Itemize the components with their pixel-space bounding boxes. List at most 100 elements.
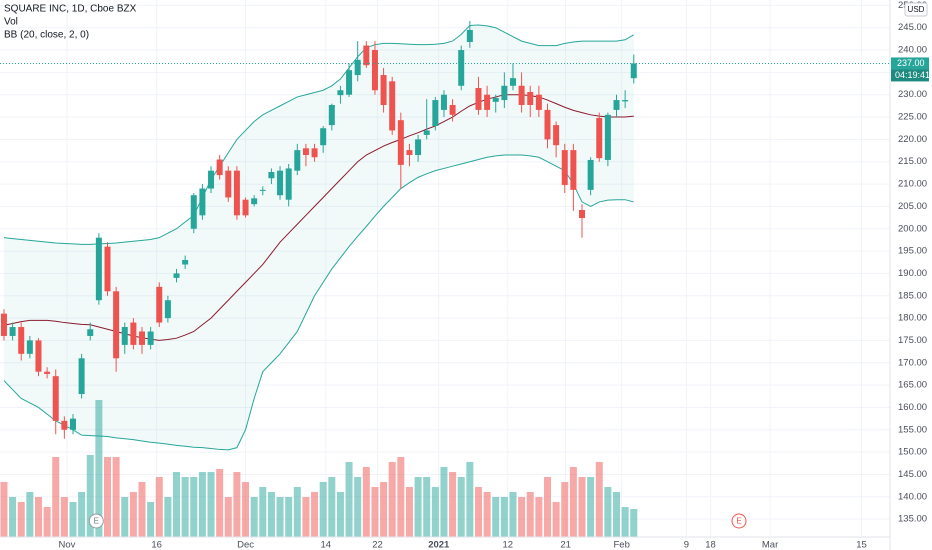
volume-bar [423, 477, 431, 537]
volume-bar [604, 487, 612, 537]
candle-body [544, 109, 551, 140]
candle-body [130, 322, 137, 345]
volume-bar [302, 497, 310, 537]
volume-bar [17, 502, 25, 537]
volume-bar [371, 487, 379, 537]
volume-bar [569, 467, 577, 537]
candle-body [587, 159, 594, 190]
candle-body [87, 329, 94, 336]
volume-bar [431, 487, 439, 537]
price-tag [891, 57, 929, 70]
volume-bar [552, 502, 560, 537]
earnings-label[interactable]: E [94, 517, 99, 526]
volume-bar [578, 477, 586, 537]
volume-bar [250, 497, 258, 537]
volume-bar [595, 462, 603, 537]
candle-body [475, 88, 482, 110]
x-tick-label: 15 [856, 540, 867, 550]
candle-body [259, 189, 266, 191]
candle-body [458, 50, 465, 86]
candle-body [35, 340, 42, 372]
x-tick-label: 16 [151, 540, 162, 550]
candle-body [208, 170, 215, 189]
candle-body [501, 85, 508, 101]
candle-body [182, 260, 189, 265]
x-tick-label: Dec [237, 540, 254, 550]
x-tick-label: 21 [560, 540, 571, 550]
volume-bar [259, 487, 267, 537]
volume-bar [181, 477, 189, 537]
y-tick-label: 225.00 [898, 112, 927, 123]
candle-body [622, 100, 629, 102]
volume-bar [509, 492, 517, 537]
x-tick-label: Nov [58, 540, 75, 550]
earnings-marker[interactable] [88, 513, 104, 529]
volume-bar [34, 497, 42, 537]
y-tick-label: 190.00 [898, 268, 927, 279]
countdown-tag [891, 69, 929, 82]
volume-bar [207, 472, 215, 537]
candle-body [302, 148, 309, 156]
volume-bar [345, 462, 353, 537]
candle-body [216, 159, 223, 176]
candle-body [561, 150, 568, 185]
y-tick-label: 150.00 [898, 447, 927, 458]
candle-body [415, 139, 422, 156]
volume-bar [362, 467, 370, 537]
candle-body [268, 172, 275, 179]
candle-body [311, 148, 318, 158]
candle-body [139, 331, 146, 345]
currency-box[interactable] [904, 2, 928, 17]
candle-body [320, 128, 327, 146]
candle-body [164, 300, 171, 319]
volume-bar [561, 482, 569, 537]
y-tick-label: 185.00 [898, 290, 927, 301]
candle-body [440, 94, 447, 110]
price-tag-label: 237.00 [897, 58, 925, 68]
grid [0, 0, 890, 537]
y-tick-label: 160.00 [898, 402, 927, 413]
volume-bar [483, 492, 491, 537]
chart-title: SQUARE INC, 1D, Cboe BZX [4, 4, 137, 15]
x-tick-label: 18 [705, 540, 716, 550]
bb-upper [3, 24, 635, 245]
candle-body [389, 81, 396, 131]
volume-bar [285, 497, 293, 537]
volume-bar [198, 472, 206, 537]
y-tick-label: 240.00 [898, 45, 927, 56]
candle-body [363, 45, 370, 66]
volume-bar [60, 497, 68, 537]
volume-bar [630, 509, 638, 537]
x-tick-label: Mar [762, 540, 778, 550]
candle-body [18, 327, 25, 354]
candle-body [613, 100, 620, 110]
volume-bar [543, 477, 551, 537]
volume-bar [293, 487, 301, 537]
y-tick-label: 220.00 [898, 134, 927, 145]
bb-lower [3, 154, 634, 451]
currency[interactable]: USD [908, 5, 925, 14]
candle-body [199, 188, 206, 216]
y-tick-label: 195.00 [898, 246, 927, 257]
earnings-label[interactable]: E [736, 517, 741, 526]
candle-body [251, 198, 258, 205]
volume-bar [457, 477, 465, 537]
indicator-label: BB (20, close, 2, 0) [4, 30, 89, 41]
earnings-marker[interactable] [731, 513, 747, 529]
candle-body [604, 114, 611, 160]
x-tick-label: 9 [684, 540, 689, 550]
candle-body [527, 92, 534, 105]
candle-body [328, 104, 335, 126]
candle-body [233, 170, 240, 216]
volume-bar [405, 487, 413, 537]
candle-body [121, 327, 128, 345]
candle-body [423, 130, 430, 135]
volume-bar [224, 497, 232, 537]
candle-body [113, 291, 120, 359]
y-tick-label: 215.00 [898, 156, 927, 167]
candle-body [484, 94, 491, 110]
volume-bar [52, 457, 60, 537]
volume-bar [121, 497, 129, 537]
volume-bar [164, 497, 172, 537]
